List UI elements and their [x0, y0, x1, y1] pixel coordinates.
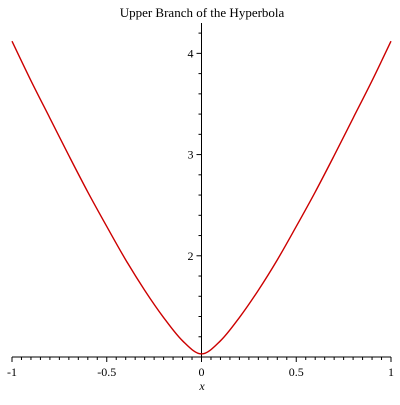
x-tick-label: 1 — [388, 365, 394, 379]
x-tick-label: 0 — [199, 365, 205, 379]
x-tick-label: 0.5 — [289, 365, 304, 379]
x-tick-label: -1 — [7, 365, 17, 379]
x-tick-label: -0.5 — [97, 365, 116, 379]
series-layer — [11, 40, 392, 355]
y-tick-label: 2 — [188, 249, 194, 263]
y-tick-label: 4 — [188, 46, 194, 60]
x-axis-label: x — [198, 379, 205, 393]
axes: -1 -0.5 0 0.5 1 2 3 4 — [7, 23, 394, 379]
series-line-0 — [11, 40, 392, 355]
y-tick-label: 3 — [188, 148, 194, 162]
chart-title: Upper Branch of the Hyperbola — [120, 5, 285, 20]
